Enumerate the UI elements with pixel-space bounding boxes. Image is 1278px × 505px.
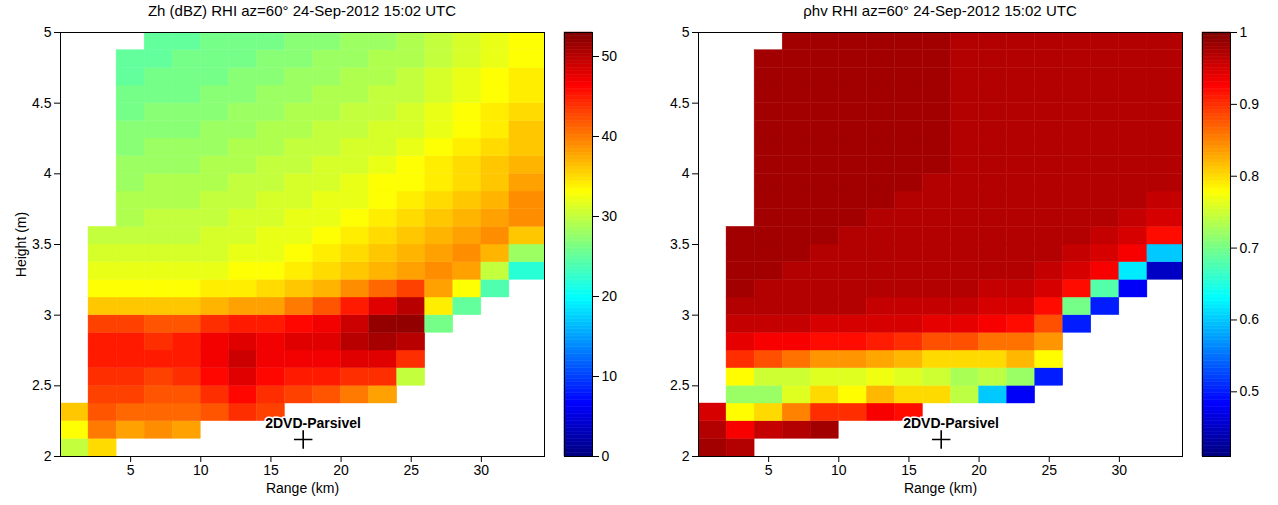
- svg-text:10: 10: [193, 462, 209, 478]
- svg-text:30: 30: [474, 462, 490, 478]
- svg-text:15: 15: [263, 462, 279, 478]
- svg-text:0.8: 0.8: [1240, 168, 1260, 184]
- svg-text:2DVD-Parsivel: 2DVD-Parsivel: [903, 415, 999, 431]
- svg-text:3: 3: [44, 307, 52, 323]
- svg-text:2.5: 2.5: [670, 377, 690, 393]
- svg-text:20: 20: [333, 462, 349, 478]
- html-text:ρhv RHI az=60° 24-Sep-2012 15:: ρhv RHI az=60° 24-Sep-2012 15:02 UTC: [803, 2, 1077, 19]
- svg-text:Range (km): Range (km): [266, 480, 339, 496]
- svg-text:30: 30: [1112, 462, 1128, 478]
- svg-text:5: 5: [44, 24, 52, 40]
- svg-text:3: 3: [682, 307, 690, 323]
- svg-text:30: 30: [602, 208, 618, 224]
- svg-text:10: 10: [602, 368, 618, 384]
- svg-text:15: 15: [901, 462, 917, 478]
- svg-text:50: 50: [602, 48, 618, 64]
- svg-text:2: 2: [682, 448, 690, 464]
- svg-text:4.5: 4.5: [670, 95, 690, 111]
- html-text:Zh (dBZ) RHI az=60° 24-Sep-201: Zh (dBZ) RHI az=60° 24-Sep-2012 15:02 UT…: [147, 2, 457, 19]
- svg-text:2DVD-Parsivel: 2DVD-Parsivel: [265, 415, 361, 431]
- svg-text:40: 40: [602, 128, 618, 144]
- svg-text:0.6: 0.6: [1240, 311, 1260, 327]
- svg-text:2.5: 2.5: [32, 377, 52, 393]
- svg-text:0: 0: [602, 448, 610, 464]
- svg-text:20: 20: [971, 462, 987, 478]
- svg-text:3.5: 3.5: [670, 236, 690, 252]
- svg-text:0.9: 0.9: [1240, 96, 1260, 112]
- svg-text:5: 5: [765, 462, 773, 478]
- svg-text:0.5: 0.5: [1240, 383, 1260, 399]
- svg-text:5: 5: [127, 462, 135, 478]
- svg-text:5: 5: [682, 24, 690, 40]
- svg-text:10: 10: [831, 462, 847, 478]
- svg-text:3.5: 3.5: [32, 236, 52, 252]
- svg-text:1: 1: [1240, 24, 1248, 40]
- svg-text:4: 4: [682, 165, 690, 181]
- svg-text:Height (m): Height (m): [13, 212, 29, 277]
- svg-text:4: 4: [44, 165, 52, 181]
- svg-text:Range (km): Range (km): [904, 480, 977, 496]
- svg-text:4.5: 4.5: [32, 95, 52, 111]
- svg-text:25: 25: [1041, 462, 1057, 478]
- svg-text:25: 25: [403, 462, 419, 478]
- svg-text:20: 20: [602, 288, 618, 304]
- svg-text:0.7: 0.7: [1240, 240, 1260, 256]
- svg-text:2: 2: [44, 448, 52, 464]
